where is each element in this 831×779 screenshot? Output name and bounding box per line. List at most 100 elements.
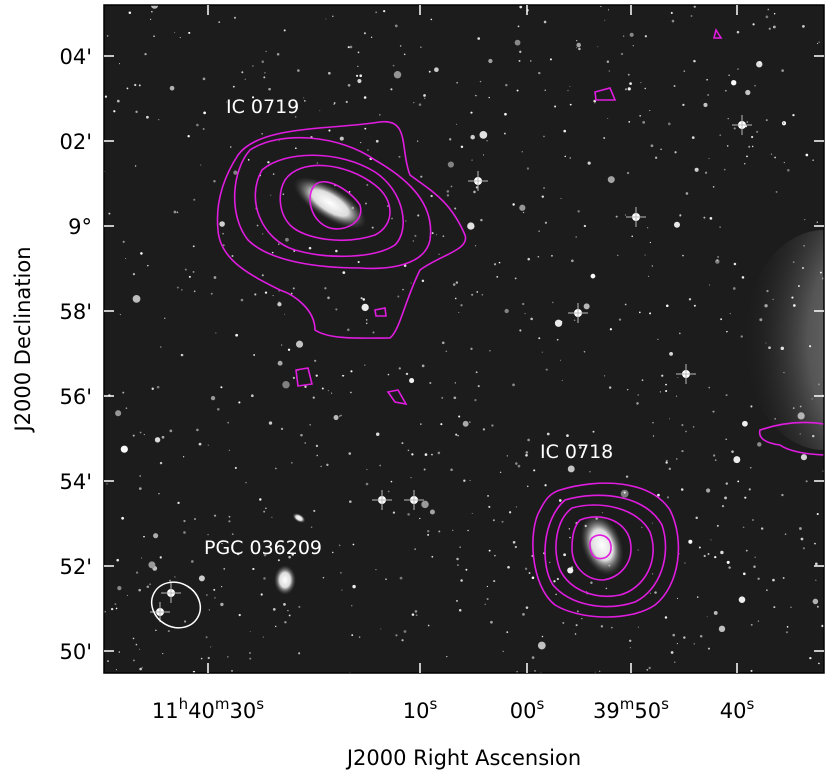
star — [467, 529, 469, 532]
star — [265, 50, 267, 53]
star — [424, 97, 426, 99]
star — [728, 74, 730, 77]
star — [765, 342, 767, 344]
tick-number: 50 — [634, 699, 661, 723]
star — [517, 464, 521, 468]
star — [392, 511, 396, 514]
star — [458, 415, 461, 418]
star — [215, 332, 217, 334]
star — [427, 534, 430, 536]
star — [695, 516, 698, 520]
star — [603, 375, 606, 377]
star — [403, 53, 406, 56]
star — [376, 432, 380, 436]
star — [772, 578, 775, 582]
star — [792, 113, 795, 117]
star — [493, 263, 497, 266]
y-tick-label: 54' — [60, 470, 93, 494]
star — [756, 130, 759, 133]
star — [678, 332, 681, 335]
star — [767, 8, 770, 11]
star — [265, 507, 267, 510]
star — [458, 609, 462, 612]
star — [220, 386, 223, 389]
star — [712, 410, 715, 413]
star — [607, 118, 609, 120]
star — [581, 617, 583, 620]
star — [503, 132, 506, 135]
star — [690, 15, 693, 17]
star — [563, 553, 566, 557]
annotation: IC 0719 — [226, 96, 299, 118]
star — [227, 655, 229, 658]
tick-number: 10 — [403, 699, 430, 723]
star — [782, 122, 785, 124]
star — [349, 500, 352, 503]
star — [748, 145, 751, 148]
star — [193, 290, 196, 293]
star — [132, 659, 135, 662]
star — [719, 226, 721, 228]
star — [240, 298, 244, 302]
star — [726, 145, 729, 147]
star — [640, 82, 642, 84]
star — [659, 391, 662, 393]
star — [143, 434, 145, 436]
star — [546, 432, 550, 436]
star — [804, 218, 806, 221]
star — [488, 505, 491, 508]
star — [420, 175, 423, 178]
star — [285, 237, 289, 242]
star — [626, 171, 630, 175]
star — [693, 643, 695, 645]
star — [158, 118, 160, 121]
star — [597, 46, 599, 48]
star — [577, 210, 580, 213]
star — [340, 414, 342, 417]
star — [210, 292, 213, 295]
star — [733, 262, 737, 266]
star — [280, 427, 284, 431]
star — [247, 159, 250, 161]
star — [583, 350, 586, 353]
star — [430, 18, 433, 21]
star — [629, 32, 634, 37]
star — [681, 424, 684, 427]
y-tick-label: 02' — [60, 130, 93, 154]
contour — [571, 516, 632, 581]
star — [314, 359, 317, 362]
star — [758, 61, 762, 64]
star — [328, 129, 331, 132]
star — [657, 493, 660, 497]
image-background — [104, 5, 824, 673]
star — [423, 468, 426, 471]
star — [541, 351, 543, 353]
star — [295, 340, 304, 348]
star — [549, 58, 552, 61]
star — [486, 597, 489, 601]
star — [460, 145, 464, 149]
star — [800, 537, 804, 541]
star — [415, 614, 418, 617]
star — [324, 287, 327, 290]
star — [442, 235, 445, 238]
star — [525, 451, 529, 454]
star — [261, 233, 264, 235]
star — [603, 136, 606, 139]
star — [745, 549, 748, 552]
star — [414, 610, 418, 613]
star — [367, 149, 369, 151]
star — [703, 554, 706, 558]
star — [431, 555, 434, 558]
star — [469, 421, 471, 423]
y-tick-label: 58' — [60, 300, 93, 324]
star — [642, 121, 646, 124]
star — [666, 496, 670, 499]
star — [200, 657, 203, 660]
star — [672, 633, 676, 637]
star — [541, 195, 544, 198]
star — [437, 451, 441, 455]
y-tick-label: 04' — [60, 45, 93, 69]
star — [499, 471, 502, 474]
star — [590, 581, 593, 585]
